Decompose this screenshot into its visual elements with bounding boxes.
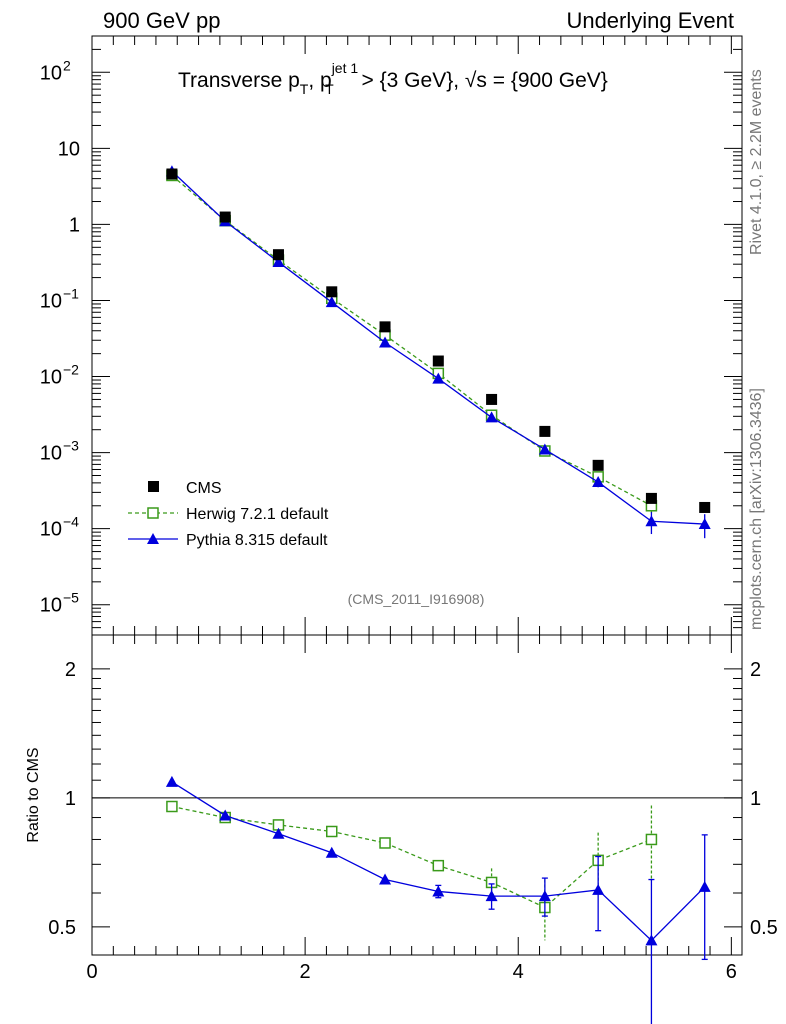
ratio-pythia-point (592, 883, 605, 895)
pythia-point (645, 515, 658, 527)
pythia-line (171, 170, 705, 525)
ratio-herwig-point (326, 825, 338, 838)
ratio-y-tick-label-right: 0.5 (750, 917, 778, 939)
y-tick-label: 1 (69, 214, 80, 236)
y-tick-exponent: 2 (63, 57, 71, 73)
legend-label-cms: CMS (186, 480, 222, 497)
pythia-point (325, 296, 338, 308)
cms-data-point (379, 321, 391, 333)
y-tick-exponent: −2 (63, 362, 79, 378)
x-tick-label: 0 (86, 961, 97, 983)
header-right: Underlying Event (566, 8, 734, 33)
y-tick-label: 10 (40, 595, 62, 617)
ratio-tick-labels: 0.5 0.5 1 1 2 2 0 2 4 6 (48, 659, 778, 983)
legend-marker-pythia (147, 533, 159, 544)
ratio-axis-ticks (92, 668, 742, 928)
legend: CMS Herwig 7.2.1 default Pythia 8.315 de… (128, 480, 329, 549)
cms-data-point (699, 501, 711, 513)
pythia-point (485, 411, 498, 423)
cms-data-point (486, 393, 498, 405)
x-tick-label: 6 (726, 961, 737, 983)
ratio-pythia-point (379, 873, 392, 885)
legend-marker-cms (148, 481, 159, 492)
pythia-point (379, 336, 392, 348)
pythia-point (538, 443, 551, 455)
legend-label-pythia: Pythia 8.315 default (186, 532, 328, 549)
ratio-herwig-point (379, 837, 391, 849)
pythia-point (698, 518, 711, 530)
cms-data-point (219, 211, 231, 223)
header-left: 900 GeV pp (103, 8, 220, 33)
ratio-y-tick-label: 0.5 (48, 917, 76, 939)
cms-data-point (645, 492, 657, 504)
legend-marker-herwig (147, 507, 159, 519)
ratio-series (165, 775, 711, 1024)
y-tick-label: 10 (58, 138, 80, 160)
x-tick-label: 4 (513, 961, 524, 983)
cms-data-point (166, 168, 178, 180)
cms-data-point (592, 459, 604, 471)
ratio-pythia-point (432, 885, 445, 897)
ratio-herwig-line (171, 805, 652, 909)
legend-label-herwig: Herwig 7.2.1 default (186, 506, 329, 523)
y-tick-exponent: −1 (63, 285, 79, 301)
ratio-pythia-point (485, 890, 498, 902)
ratio-y-tick-label-right: 1 (750, 788, 761, 810)
main-axis-ticks (91, 35, 742, 955)
ratio-herwig-point (166, 800, 178, 813)
ratio-frame (91, 634, 743, 956)
cms-data-point (272, 249, 284, 261)
pythia-point (432, 372, 445, 384)
ratio-pythia-point (165, 775, 178, 787)
y-tick-exponent: −3 (63, 438, 79, 454)
ratio-y-axis-label: Ratio to CMS (25, 747, 42, 842)
cms-data-point (539, 425, 551, 437)
ratio-y-tick-label: 2 (65, 659, 76, 681)
ratio-pythia-point (272, 827, 285, 839)
main-series (165, 165, 711, 539)
ratio-pythia-point (325, 846, 338, 858)
ratio-y-tick-label-right: 2 (750, 659, 761, 681)
y-tick-label: 10 (40, 290, 62, 312)
ratio-herwig-point (432, 859, 445, 872)
side-label-mcplots: mcplots.cern.ch [arXiv:1306.3436] (748, 388, 765, 630)
y-tick-label: 10 (40, 367, 62, 389)
ratio-pythia-point (538, 890, 551, 902)
y-tick-label: 10 (40, 443, 62, 465)
ratio-pythia-point (219, 809, 232, 821)
herwig-line (171, 174, 652, 507)
y-tick-exponent: −4 (63, 514, 79, 530)
cms-data-point (326, 286, 338, 298)
ratio-pythia-point (698, 880, 711, 892)
y-tick-label: 10 (40, 62, 62, 84)
pythia-point (272, 256, 285, 268)
x-tick-label: 2 (300, 961, 311, 983)
ratio-pythia-point (645, 934, 658, 946)
y-tick-exponent: −5 (63, 590, 79, 606)
ratio-y-tick-label: 1 (65, 788, 76, 810)
y-tick-label: 10 (40, 519, 62, 541)
pythia-point (592, 476, 605, 488)
analysis-id: (CMS_2011_I916908) (348, 591, 485, 607)
side-label-rivet: Rivet 4.1.0, ≥ 2.2M events (748, 69, 765, 255)
cms-data-point (432, 355, 444, 367)
ratio-herwig-point (645, 833, 658, 846)
